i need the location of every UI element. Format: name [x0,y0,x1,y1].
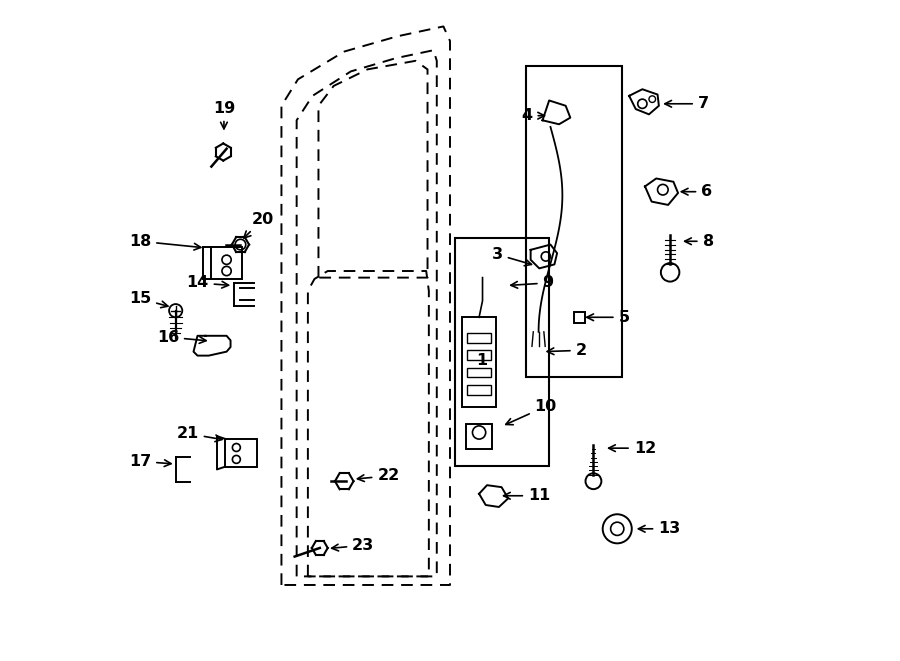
Text: 10: 10 [506,399,557,425]
Bar [462,317,496,407]
Text: 23: 23 [332,538,374,553]
Text: 1: 1 [476,353,487,368]
Text: 12: 12 [608,441,656,455]
Bar [467,385,491,395]
Bar [211,247,242,279]
Text: 4: 4 [521,108,544,123]
Bar [574,312,585,323]
Text: 14: 14 [186,276,229,290]
Text: 18: 18 [129,234,201,250]
Text: 16: 16 [157,330,206,344]
Text: 3: 3 [491,247,532,266]
Text: 11: 11 [504,488,550,503]
Bar [466,424,492,449]
Text: 13: 13 [638,522,680,536]
Text: 19: 19 [212,101,235,129]
Text: 6: 6 [681,184,712,199]
Text: 22: 22 [357,469,400,483]
Bar [467,333,491,343]
Bar [526,66,622,377]
Text: 20: 20 [244,212,274,238]
Bar [455,238,549,466]
Text: 8: 8 [685,234,714,249]
Text: 9: 9 [511,276,554,290]
Text: 15: 15 [129,292,168,307]
Text: 17: 17 [129,454,171,469]
Bar [225,439,257,467]
Bar [467,350,491,360]
Text: 5: 5 [587,310,630,325]
Text: 2: 2 [547,343,587,358]
Text: 21: 21 [176,426,222,442]
Text: 7: 7 [665,97,709,111]
Bar [467,368,491,377]
